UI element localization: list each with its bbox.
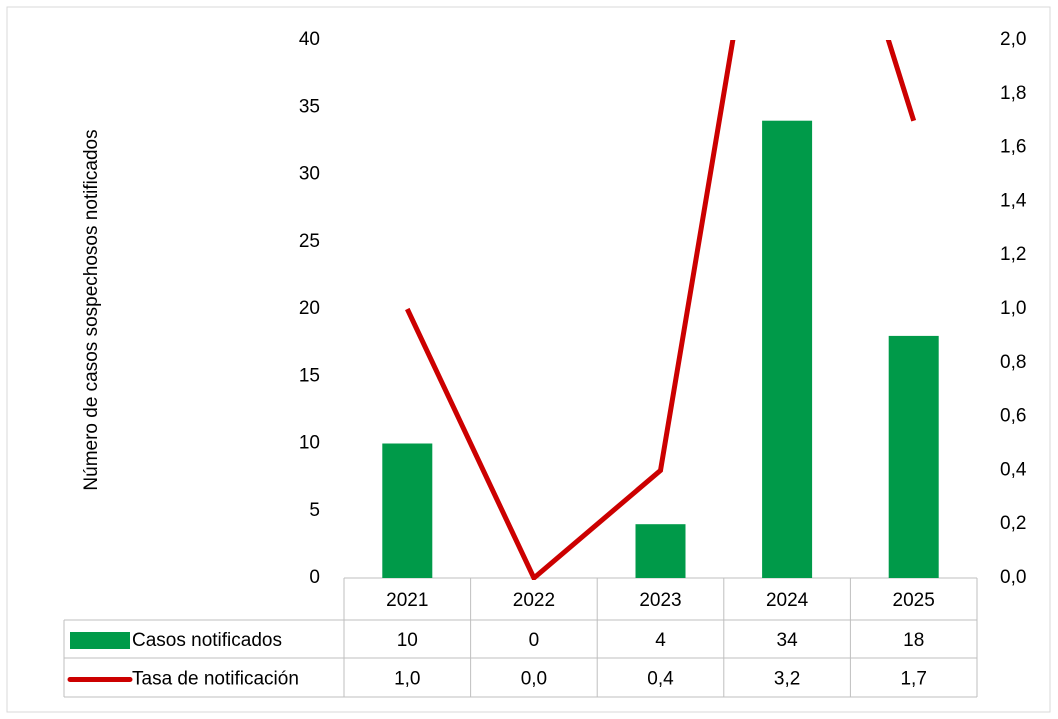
- y-tick-label: 5: [309, 500, 320, 521]
- y2-tick-label: 1,4: [1000, 190, 1027, 211]
- x-tick-label: 2022: [513, 590, 555, 611]
- y2-tick-label: 0,2: [1000, 513, 1026, 534]
- line: [405, 40, 917, 580]
- legend-label: Casos notificados: [132, 630, 282, 651]
- x-tick-label: 2023: [639, 590, 681, 611]
- table-value: 0,0: [521, 669, 547, 690]
- bar: [888, 335, 939, 578]
- y2-tick-label: 1,8: [1000, 83, 1026, 104]
- table-value: 0,4: [647, 669, 674, 690]
- y2-tick-label: 0,0: [1000, 567, 1026, 588]
- x-tick-label: 2025: [893, 590, 935, 611]
- legend-key: [70, 632, 130, 649]
- table-value: 1,0: [394, 669, 420, 690]
- y-tick-label: 20: [299, 298, 320, 319]
- y2-tick-label: 0,6: [1000, 406, 1026, 427]
- x-tick-label: 2024: [766, 590, 809, 611]
- y2-tick-label: 0,4: [1000, 459, 1027, 480]
- y-tick-label: 0: [309, 567, 320, 588]
- chart-frame: [6, 6, 1051, 713]
- table-value: 1,7: [900, 669, 926, 690]
- y-tick-label: 30: [299, 164, 320, 185]
- y-axis-label: Número de casos sospechosos notificados: [81, 129, 102, 490]
- legend-label: Tasa de notificación: [132, 669, 299, 690]
- y-tick-label: 10: [299, 433, 320, 454]
- y2-tick-label: 2,0: [1000, 29, 1026, 50]
- y2-tick-label: 1,6: [1000, 137, 1026, 158]
- bar: [762, 120, 813, 578]
- y2-tick-label: 1,2: [1000, 244, 1026, 265]
- table-value: 34: [777, 630, 799, 651]
- y-tick-label: 25: [299, 231, 320, 252]
- plot-area: [382, 40, 939, 580]
- table-value: 4: [655, 630, 666, 651]
- x-tick-label: 2021: [386, 590, 428, 611]
- y2-tick-label: 1,0: [1000, 298, 1026, 319]
- y-tick-label: 40: [299, 29, 320, 50]
- bar: [635, 524, 686, 578]
- y2-tick-label: 0,8: [1000, 352, 1026, 373]
- bar: [382, 443, 433, 578]
- table-value: 10: [397, 630, 418, 651]
- table-value: 0: [529, 630, 540, 651]
- table-value: 3,2: [774, 669, 800, 690]
- y-tick-label: 35: [299, 96, 320, 117]
- y-tick-label: 15: [299, 365, 320, 386]
- table-value: 18: [903, 630, 924, 651]
